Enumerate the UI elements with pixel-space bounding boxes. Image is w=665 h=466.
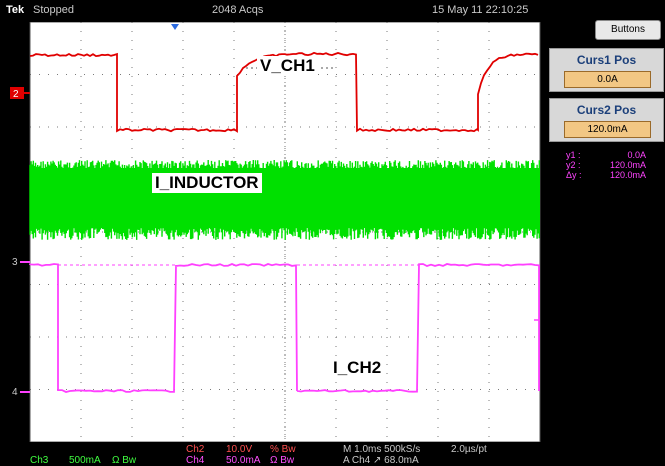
ch2-scale: 10.0V [226, 444, 253, 455]
acquisition-status: Stopped [33, 4, 74, 16]
ch3-settings: Ω Bw [112, 455, 137, 466]
curs2-title: Curs2 Pos [576, 103, 637, 117]
side-panel [547, 22, 665, 442]
readout-dy: Δy :120.0mA [566, 170, 646, 180]
ch3-marker: 3 [12, 257, 30, 268]
datetime: 15 May 11 22:10:25 [432, 4, 529, 16]
buttons-button[interactable]: Buttons [595, 20, 661, 40]
traces [29, 51, 540, 393]
ch4-settings: Ω Bw [270, 455, 295, 466]
trigger-readout: A Ch4 ↗ 68.0mA [343, 455, 419, 466]
ch4-marker: 4 [12, 387, 30, 398]
svg-text:2: 2 [13, 89, 19, 100]
readout-y1: y1 :0.0A [566, 150, 646, 160]
ch4-trace [29, 263, 540, 393]
svg-text:4: 4 [12, 387, 18, 398]
label-v-ch1: V_CH1 [257, 56, 318, 76]
status-bar: Tek Stopped 2048 Acqs 15 May 11 22:10:25 [0, 0, 665, 22]
curs2-control[interactable]: Curs2 Pos 120.0mA [549, 98, 664, 142]
waveform-display: 2 3 4 [0, 22, 547, 442]
curs1-value[interactable]: 0.0A [564, 71, 651, 88]
resolution: 2.0µs/pt [451, 444, 487, 455]
ch4-label: Ch4 [186, 455, 205, 466]
ch3-scale: 500mA [69, 455, 101, 466]
label-i-ch2: I_CH2 [330, 358, 385, 378]
ch2-marker: 2 [10, 87, 30, 100]
cursor-readouts: y1 :0.0A y2 :120.0mA Δy :120.0mA [566, 150, 646, 180]
brand-label: Tek [6, 4, 25, 16]
label-i-inductor: I_INDUCTOR [152, 173, 262, 193]
acquisition-count: 2048 Acqs [212, 4, 264, 16]
channel-readout-bar: Ch2 10.0V % Bw M 1.0ms 500kS/s 2.0µs/pt … [0, 442, 665, 466]
ch2-label: Ch2 [186, 444, 205, 455]
timebase: M 1.0ms 500kS/s [343, 444, 421, 455]
trigger-position-icon [171, 24, 179, 30]
ch3-trace-band [30, 168, 540, 228]
ch2-settings: % Bw [270, 444, 296, 455]
curs1-control[interactable]: Curs1 Pos 0.0A [549, 48, 664, 92]
ch4-scale: 50.0mA [226, 455, 261, 466]
curs2-value[interactable]: 120.0mA [564, 121, 651, 138]
svg-text:3: 3 [12, 257, 18, 268]
curs1-title: Curs1 Pos [576, 53, 637, 67]
readout-y2: y2 :120.0mA [566, 160, 646, 170]
ch2-trace [29, 51, 539, 133]
ch3-label: Ch3 [30, 455, 49, 466]
